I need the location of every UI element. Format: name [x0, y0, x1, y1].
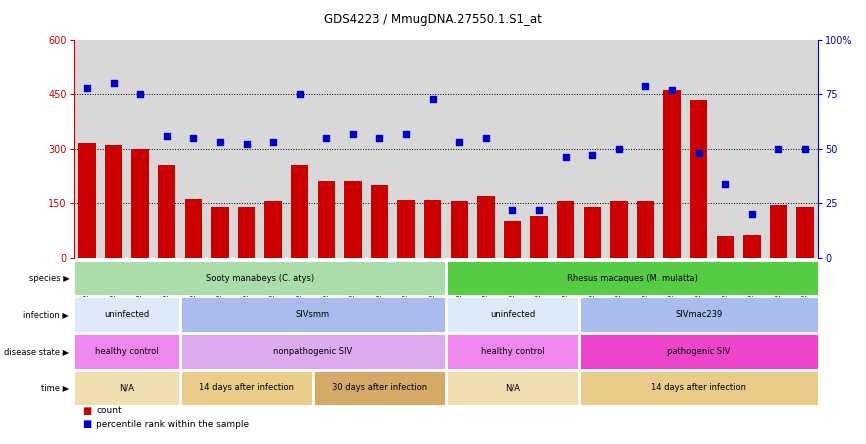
Bar — [450, 201, 468, 258]
Bar — [424, 200, 442, 258]
Point — [718, 180, 732, 187]
Point — [133, 91, 147, 98]
Point — [240, 141, 254, 148]
Bar — [557, 201, 574, 258]
Point — [159, 132, 173, 139]
Bar — [637, 201, 654, 258]
Point — [399, 130, 413, 137]
Point — [452, 139, 466, 146]
Point — [612, 145, 626, 152]
Bar — [770, 205, 787, 258]
Bar — [291, 165, 308, 258]
Point — [320, 135, 333, 142]
Bar — [345, 181, 361, 258]
Text: N/A: N/A — [505, 384, 520, 392]
Bar — [211, 207, 229, 258]
Point — [426, 95, 440, 102]
Bar — [397, 200, 415, 258]
Text: ■: ■ — [82, 419, 92, 429]
Point — [772, 145, 785, 152]
Text: infection ▶: infection ▶ — [23, 310, 69, 319]
Point — [559, 154, 572, 161]
Point — [346, 130, 360, 137]
Point — [692, 150, 706, 157]
Bar — [663, 90, 681, 258]
Text: Sooty manabeys (C. atys): Sooty manabeys (C. atys) — [206, 274, 313, 282]
Bar — [318, 182, 335, 258]
Bar — [371, 185, 388, 258]
Point — [372, 135, 386, 142]
Text: SIVmac239: SIVmac239 — [675, 310, 722, 319]
Text: uninfected: uninfected — [490, 310, 535, 319]
Point — [213, 139, 227, 146]
Bar — [132, 150, 149, 258]
Point — [585, 152, 599, 159]
Text: nonpathogenic SIV: nonpathogenic SIV — [274, 347, 352, 356]
Text: 14 days after infection: 14 days after infection — [199, 384, 294, 392]
Point — [186, 135, 200, 142]
Bar — [690, 100, 708, 258]
Text: healthy control: healthy control — [481, 347, 545, 356]
Bar — [504, 221, 521, 258]
Bar — [743, 235, 760, 258]
Bar — [611, 201, 628, 258]
Point — [107, 80, 120, 87]
Point — [638, 82, 652, 89]
Point — [798, 145, 812, 152]
Bar — [717, 236, 734, 258]
Text: 14 days after infection: 14 days after infection — [651, 384, 746, 392]
Text: N/A: N/A — [120, 384, 134, 392]
Bar — [797, 207, 814, 258]
Text: percentile rank within the sample: percentile rank within the sample — [96, 420, 249, 428]
Bar — [264, 201, 281, 258]
Text: Rhesus macaques (M. mulatta): Rhesus macaques (M. mulatta) — [566, 274, 698, 282]
Text: ■: ■ — [82, 406, 92, 416]
Point — [266, 139, 280, 146]
Bar — [238, 207, 255, 258]
Bar — [531, 216, 547, 258]
Text: SIVsmm: SIVsmm — [296, 310, 330, 319]
Point — [506, 206, 520, 213]
Point — [532, 206, 546, 213]
Bar — [477, 196, 494, 258]
Bar — [158, 165, 175, 258]
Text: healthy control: healthy control — [95, 347, 158, 356]
Point — [745, 210, 759, 218]
Bar — [584, 207, 601, 258]
Bar — [105, 145, 122, 258]
Text: disease state ▶: disease state ▶ — [4, 347, 69, 356]
Bar — [184, 199, 202, 258]
Point — [80, 84, 94, 91]
Text: count: count — [96, 406, 122, 415]
Text: species ▶: species ▶ — [29, 274, 69, 282]
Text: pathogenic SIV: pathogenic SIV — [667, 347, 730, 356]
Text: GDS4223 / MmugDNA.27550.1.S1_at: GDS4223 / MmugDNA.27550.1.S1_at — [324, 13, 542, 26]
Point — [665, 87, 679, 94]
Point — [479, 135, 493, 142]
Point — [293, 91, 307, 98]
Text: uninfected: uninfected — [104, 310, 150, 319]
Text: 30 days after infection: 30 days after infection — [332, 384, 427, 392]
Bar — [78, 143, 95, 258]
Text: time ▶: time ▶ — [42, 384, 69, 392]
